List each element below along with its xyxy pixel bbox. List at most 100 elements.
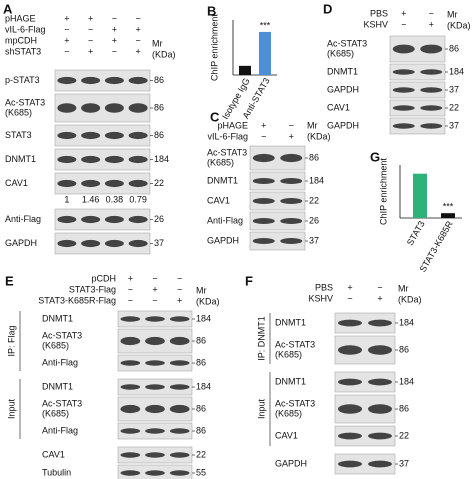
row-label: Anti-Flag xyxy=(42,357,78,367)
condition-label: KSHV xyxy=(363,19,388,29)
condition-label: pHAGE xyxy=(217,120,248,130)
blot-band xyxy=(338,319,362,327)
row-label: Ac-STAT3 xyxy=(275,339,315,349)
blot-band xyxy=(81,131,101,140)
mr-value: 86 xyxy=(399,344,409,354)
condition-sign: + xyxy=(112,35,117,45)
row-label: (K685) xyxy=(42,408,69,418)
condition-label: pCDH xyxy=(91,273,116,283)
blot-band xyxy=(169,404,190,414)
blot-band xyxy=(392,87,415,93)
condition-sign: − xyxy=(289,120,294,130)
panel-letter: F xyxy=(245,273,253,288)
bar xyxy=(413,173,427,218)
row-label: (K685) xyxy=(5,107,32,117)
condition-sign: + xyxy=(429,19,434,29)
blot-band xyxy=(145,452,165,458)
condition-sign: + xyxy=(135,46,140,56)
condition-sign: − xyxy=(377,282,382,292)
blot-band xyxy=(420,123,443,129)
mr-header: Mr xyxy=(447,9,458,19)
blot-band xyxy=(120,404,141,414)
condition-sign: − xyxy=(152,273,157,283)
row-label: Ac-STAT3 xyxy=(5,97,45,107)
blot-band xyxy=(280,153,303,163)
mr-value: 86 xyxy=(196,357,206,367)
blot-band xyxy=(81,155,101,164)
condition-sign: + xyxy=(64,13,69,23)
mr-value: 86 xyxy=(196,403,206,413)
bar xyxy=(239,65,251,75)
blot-band xyxy=(81,76,101,85)
blot-band xyxy=(81,103,101,113)
row-label: DNMT1 xyxy=(275,376,306,386)
blot-band xyxy=(120,316,141,322)
panel-letter: E xyxy=(5,273,14,288)
blot-band xyxy=(280,177,303,185)
condition-sign: + xyxy=(128,273,133,283)
row-label: GAPDH xyxy=(327,84,359,94)
blot-band xyxy=(392,44,415,54)
blot-band xyxy=(120,384,141,390)
row-label: Ac-STAT3 xyxy=(275,398,315,408)
blot-band xyxy=(128,179,148,188)
blot-band xyxy=(338,460,362,468)
panel-letter: C xyxy=(210,109,220,124)
mr-value: 86 xyxy=(154,130,164,140)
blot-band xyxy=(338,432,362,440)
condition-sign: + xyxy=(261,120,266,130)
blot-band xyxy=(57,76,77,85)
mr-value: 184 xyxy=(196,313,211,323)
blot-band xyxy=(392,105,415,111)
row-label: DNMT1 xyxy=(5,154,36,164)
mr-header: Mr xyxy=(398,283,409,293)
mr-value: 184 xyxy=(449,66,464,76)
condition-sign: − xyxy=(177,273,182,283)
mr-value: 184 xyxy=(399,376,414,386)
blot-band xyxy=(128,215,148,224)
mr-header: (KDa) xyxy=(398,294,422,304)
condition-sign: − xyxy=(64,24,69,34)
row-label: Anti-Flag xyxy=(207,215,243,225)
condition-label: vIL-6-Flag xyxy=(5,24,46,34)
blot-band xyxy=(128,76,148,85)
condition-sign: + xyxy=(152,284,157,294)
row-label: DNMT1 xyxy=(42,313,73,323)
mr-value: 22 xyxy=(449,102,459,112)
mr-value: 184 xyxy=(196,381,211,391)
blot-band xyxy=(120,470,141,476)
row-label: Ac-STAT3 xyxy=(42,330,82,340)
mr-value: 86 xyxy=(196,335,206,345)
condition-label: shSTAT3 xyxy=(5,46,41,56)
group-label: IP: Flag xyxy=(6,325,16,356)
condition-sign: + xyxy=(401,8,406,18)
condition-sign: − xyxy=(112,46,117,56)
condition-label: KSHV xyxy=(308,293,333,303)
row-label: CAV1 xyxy=(275,430,298,440)
row-label: (K685) xyxy=(275,408,302,418)
condition-sign: − xyxy=(88,35,93,45)
row-label: (K685) xyxy=(207,157,234,167)
panel-letter: B xyxy=(207,3,216,18)
row-label: Ac-STAT3 xyxy=(207,147,247,157)
mr-value: 86 xyxy=(154,102,164,112)
panel-letter: G xyxy=(370,149,380,164)
mr-value: 26 xyxy=(154,214,164,224)
condition-sign: − xyxy=(112,13,117,23)
row-label: p-STAT3 xyxy=(5,75,40,85)
row-label: Ac-STAT3 xyxy=(327,38,367,48)
blot-band xyxy=(57,215,77,224)
condition-sign: + xyxy=(88,46,93,56)
mr-value: 86 xyxy=(309,152,319,162)
row-label: CAV1 xyxy=(5,178,28,188)
group-label: IP: DNMT1 xyxy=(256,316,266,361)
blot-band xyxy=(120,336,141,346)
blot-band xyxy=(120,428,141,434)
condition-label: pHAGE xyxy=(5,13,36,23)
blot-band xyxy=(57,179,77,188)
row-label: CAV1 xyxy=(327,102,350,112)
mr-value: 55 xyxy=(196,467,206,477)
mr-value: 26 xyxy=(309,215,319,225)
blot-band xyxy=(169,336,190,346)
blot-band xyxy=(128,131,148,140)
